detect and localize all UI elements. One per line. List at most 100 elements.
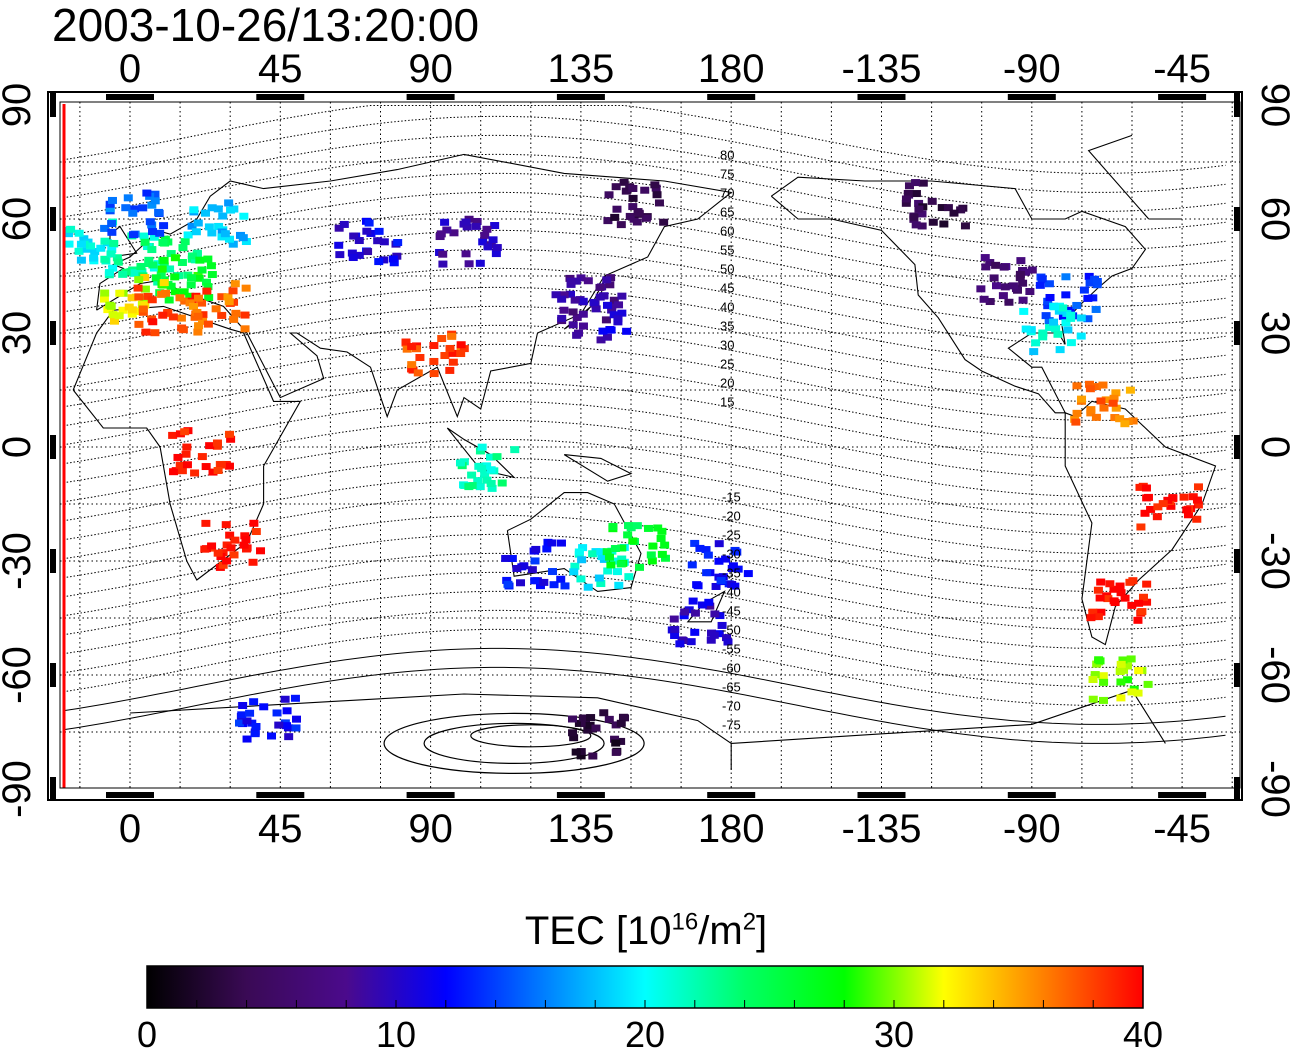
tec-cell: [1120, 420, 1130, 428]
contour-label: 75: [720, 166, 734, 181]
contour-line: [63, 381, 1226, 459]
tec-cell: [1018, 296, 1028, 304]
tec-cell: [714, 557, 724, 565]
tec-cell: [1037, 275, 1047, 283]
tec-cell: [154, 208, 164, 216]
tec-cell: [442, 226, 452, 234]
lon-tick-label: 0: [119, 807, 141, 851]
contour-label: -60: [722, 660, 741, 675]
tec-cell: [492, 244, 502, 252]
tec-cell: [714, 630, 724, 638]
tec-cell: [611, 721, 621, 729]
tec-cell: [142, 189, 152, 197]
tec-cell: [1021, 268, 1031, 276]
tec-cell: [197, 453, 207, 461]
lon-tick-label: 135: [548, 47, 615, 91]
tec-cell: [652, 191, 662, 199]
tick-bar: [50, 777, 56, 801]
colorbar-title: TEC [1016/m2]: [524, 908, 768, 953]
tec-cell: [1083, 294, 1093, 302]
tec-cell: [1138, 593, 1148, 601]
tec-cell: [438, 260, 448, 268]
tec-cell: [198, 317, 208, 325]
tec-cell: [429, 370, 439, 378]
tec-cell: [660, 541, 670, 549]
tick-bar: [106, 792, 154, 798]
tec-cell: [272, 709, 282, 717]
tec-cell: [290, 694, 300, 702]
tec-cell: [480, 231, 490, 239]
lon-tick-label: -135: [841, 807, 921, 851]
tec-cell: [1127, 601, 1137, 609]
lat-tick-label: 0: [1253, 436, 1292, 458]
tec-cell: [1079, 286, 1089, 294]
tec-cell: [140, 285, 150, 293]
tec-cell: [100, 237, 110, 245]
tec-cell: [635, 563, 645, 571]
tec-cell: [660, 554, 670, 562]
graticule-grid: [60, 102, 1240, 788]
tec-cell: [711, 582, 721, 590]
lat-tick-label: -30: [0, 532, 39, 590]
tec-cell: [225, 235, 235, 243]
lon-ticks-top: 0 45 90 135 180 -135 -90 -45: [106, 47, 1211, 100]
tec-cell: [572, 331, 582, 339]
tec-cell: [547, 539, 557, 547]
tec-cell: [566, 290, 576, 298]
tec-cell: [690, 609, 700, 617]
tec-cell: [112, 254, 122, 262]
tec-cell: [136, 262, 146, 270]
tec-cell: [1108, 399, 1118, 407]
tec-cell: [1111, 389, 1121, 397]
tec-cell: [180, 428, 190, 436]
tec-cell: [204, 294, 214, 302]
tick-bar: [556, 94, 605, 100]
tec-cell: [1098, 672, 1108, 680]
tick-bar: [1234, 435, 1240, 459]
tec-cell: [389, 259, 399, 267]
tec-cell: [1058, 304, 1068, 312]
tec-cell: [992, 282, 1002, 290]
tec-cell: [998, 292, 1008, 300]
tec-cell: [292, 715, 302, 723]
lat-tick-label: -60: [1253, 646, 1292, 704]
tec-cell: [1133, 616, 1143, 624]
tec-cell: [1045, 324, 1055, 332]
tec-cell: [595, 293, 605, 301]
contour-label: -55: [722, 641, 741, 656]
tec-cell: [1061, 319, 1071, 327]
tec-cell: [1018, 279, 1028, 287]
tec-cell: [613, 315, 623, 323]
tec-cell: [1142, 598, 1152, 606]
tec-cell: [568, 321, 578, 329]
tec-cell: [106, 250, 116, 258]
tec-cell: [596, 336, 606, 344]
lat-tick-label: 60: [0, 197, 39, 242]
lat-tick-label: 30: [0, 311, 39, 356]
tec-cell: [213, 205, 223, 213]
tec-cell: [687, 561, 697, 569]
tec-cell: [183, 231, 193, 239]
tec-cell: [1076, 332, 1086, 340]
tec-cell: [608, 523, 618, 531]
tec-cell: [349, 232, 359, 240]
tec-cell: [191, 228, 201, 236]
tick-bar: [707, 792, 756, 798]
tec-cell: [1116, 678, 1126, 686]
tec-cell: [1153, 503, 1163, 511]
tec-cell: [180, 297, 190, 305]
contour-label: -75: [722, 717, 741, 732]
tec-cell: [213, 466, 223, 474]
tec-cell: [572, 313, 582, 321]
tec-cell: [225, 531, 235, 539]
tec-cell: [1015, 270, 1025, 278]
tec-cell: [115, 289, 125, 297]
tick-bar: [50, 549, 56, 573]
tec-cell: [1000, 283, 1010, 291]
tec-cell: [456, 341, 466, 349]
tec-cell: [628, 184, 638, 192]
tec-cell: [566, 277, 576, 285]
tec-cell: [108, 311, 118, 319]
tec-cell: [445, 344, 455, 352]
lon-tick-label: 135: [548, 807, 615, 851]
